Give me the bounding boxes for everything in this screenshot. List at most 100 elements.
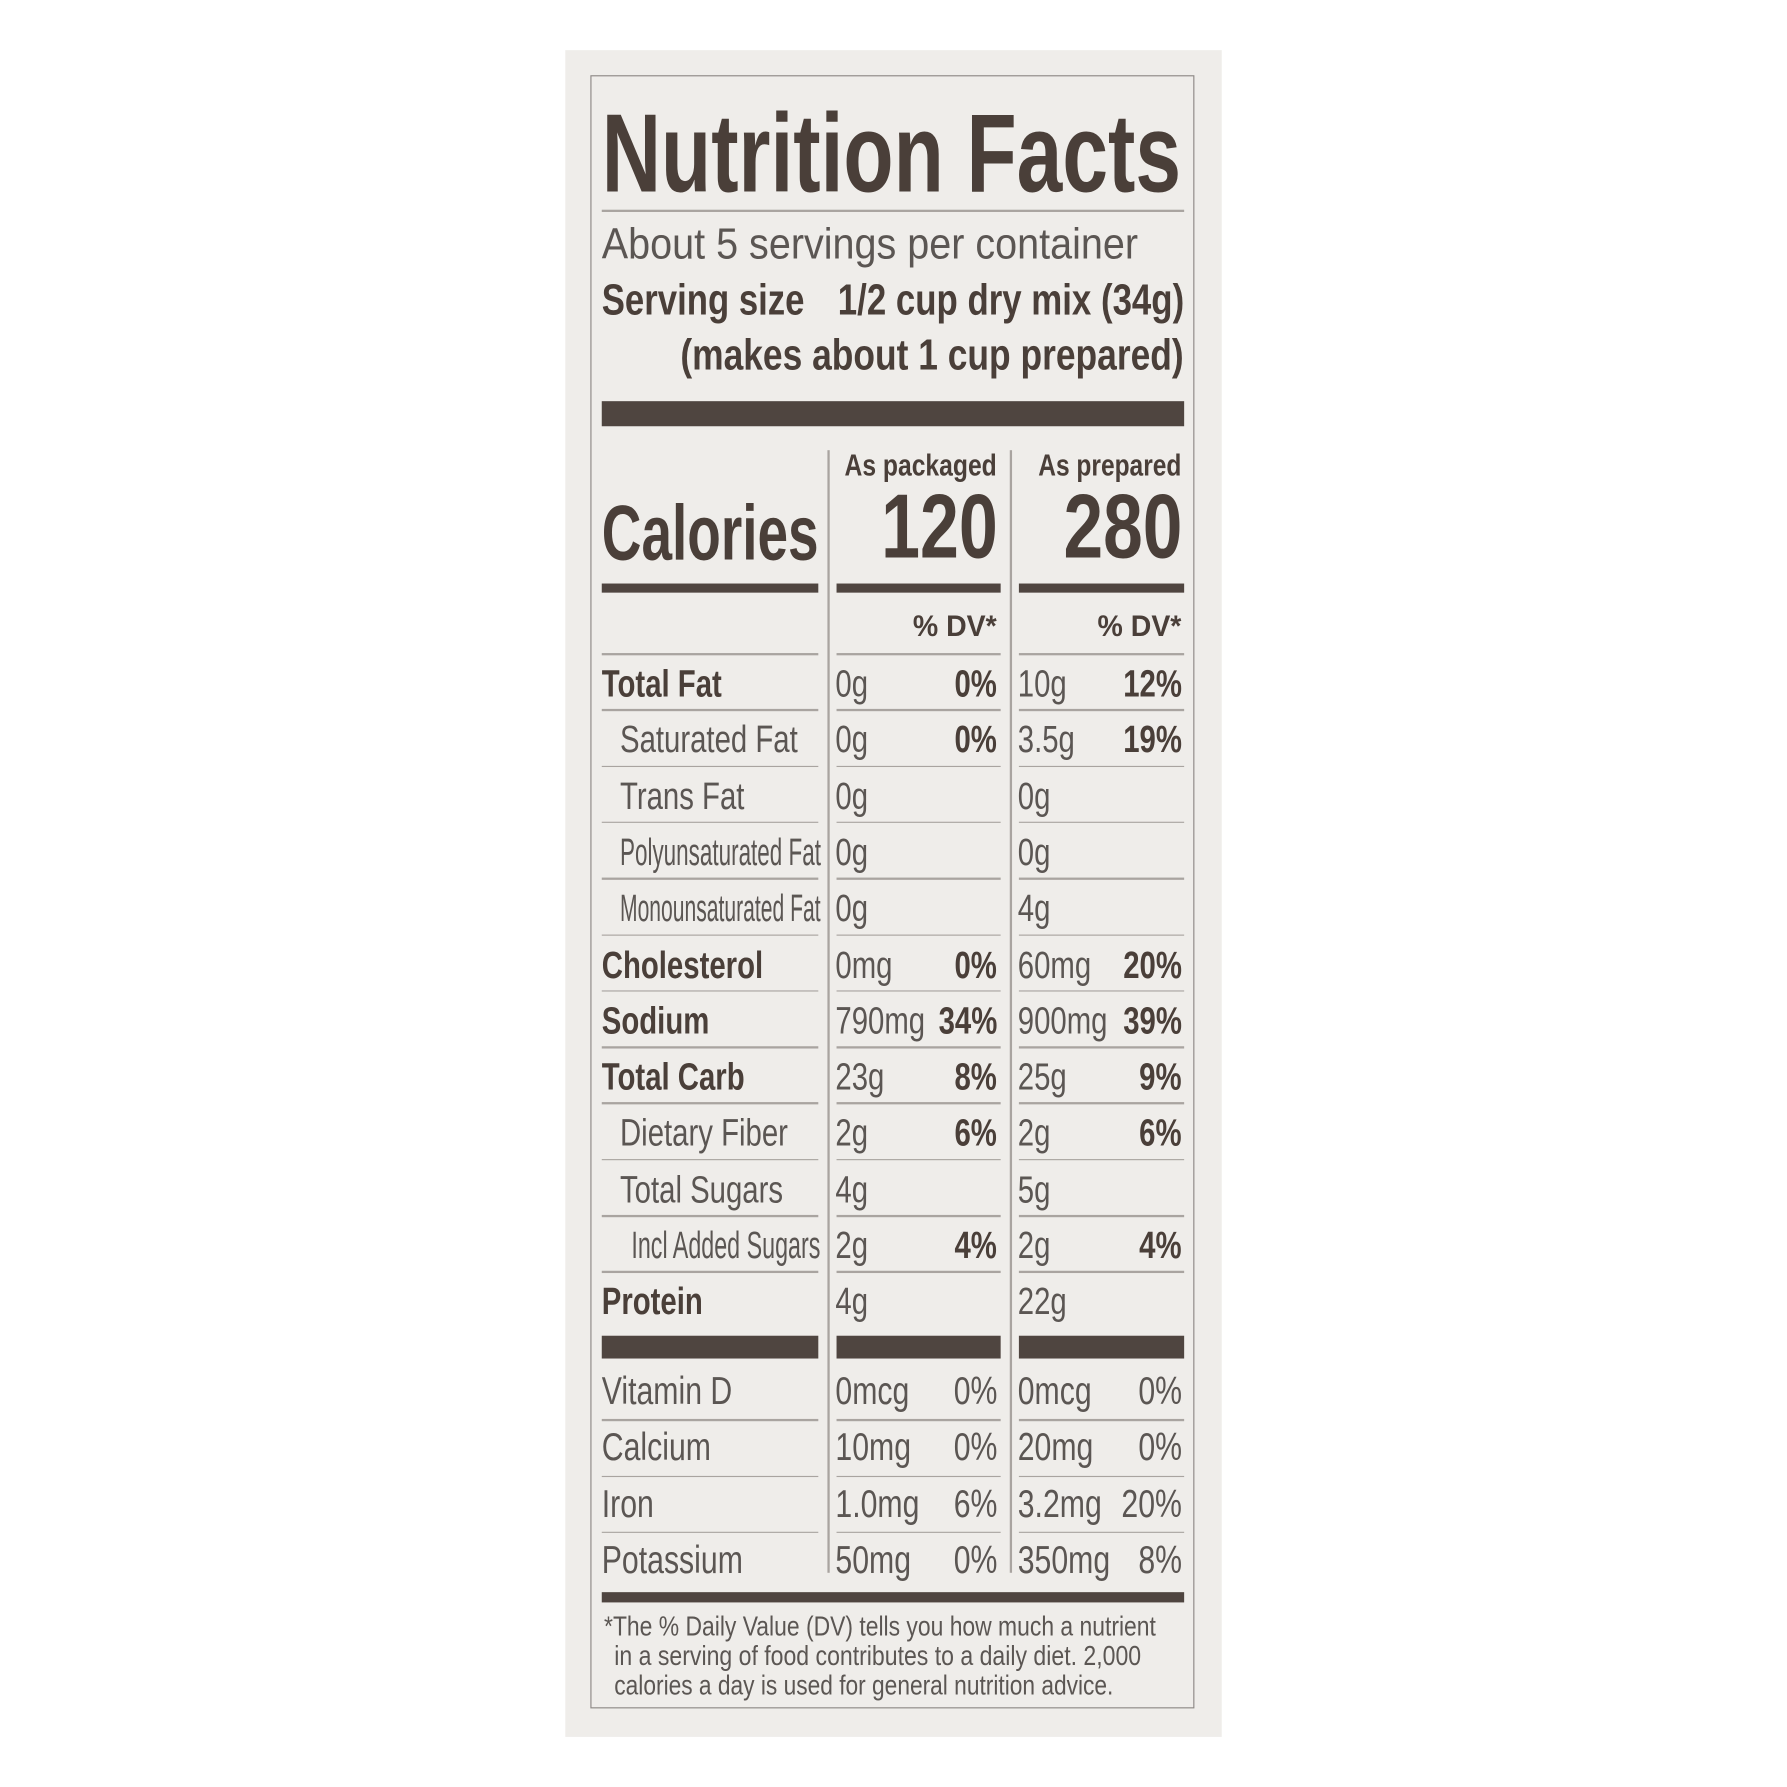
- packaged-dv: 0%: [954, 943, 998, 986]
- calories-packaged: 120: [880, 475, 998, 577]
- row-divider: [601, 1419, 819, 1421]
- prepared-amount: 2g: [1017, 1111, 1051, 1154]
- divider-bar: [1018, 1335, 1185, 1359]
- row-divider: [601, 653, 819, 655]
- serving-size-value: 1/2 cup dry mix (34g): [837, 276, 1185, 325]
- label-panel: [565, 50, 1222, 1737]
- vitamin-label: Vitamin D: [601, 1369, 733, 1414]
- calories-label: Calories: [601, 490, 819, 577]
- packaged-dv: 6%: [953, 1482, 998, 1526]
- prepared-dv: 12%: [1123, 662, 1182, 705]
- nutrient-label: Polyunsaturated Fat: [619, 830, 821, 873]
- prepared-dv: 0%: [1138, 1369, 1182, 1414]
- row-divider: [601, 1531, 819, 1534]
- row-divider: [836, 1214, 1001, 1217]
- row-divider: [836, 1158, 1001, 1161]
- footnote-line: in a serving of food contributes to a da…: [614, 1641, 1142, 1672]
- bottom-bar: [601, 1592, 1185, 1603]
- row-divider: [601, 1046, 819, 1049]
- row-divider: [601, 1271, 819, 1273]
- vitamin-label: Iron: [601, 1482, 654, 1526]
- row-divider: [836, 933, 1001, 936]
- prepared-amount: 5g: [1017, 1167, 1051, 1211]
- column-divider: [827, 450, 830, 1573]
- prepared-dv: 9%: [1139, 1055, 1182, 1098]
- packaged-amount: 23g: [835, 1055, 885, 1098]
- packaged-amount: 790mg: [835, 999, 926, 1042]
- row-divider: [1018, 990, 1185, 992]
- packaged-amount: 0g: [835, 662, 869, 705]
- prepared-amount: 3.5g: [1017, 718, 1075, 761]
- row-divider: [601, 1102, 819, 1105]
- row-divider: [1018, 1046, 1185, 1049]
- row-divider: [836, 653, 1001, 655]
- packaged-amount: 50mg: [835, 1538, 912, 1582]
- packaged-dv: 0%: [954, 718, 998, 761]
- nutrient-label: Trans Fat: [619, 774, 745, 817]
- packaged-dv: 0%: [953, 1426, 998, 1470]
- packaged-amount: 0g: [835, 830, 869, 873]
- packaged-dv: 0%: [954, 662, 998, 705]
- divider-bar: [1018, 583, 1185, 593]
- prepared-amount: 350mg: [1017, 1538, 1111, 1582]
- row-divider: [836, 877, 1001, 880]
- prepared-dv: 19%: [1123, 718, 1182, 761]
- prepared-amount: 4g: [1017, 886, 1051, 930]
- row-divider: [1018, 1102, 1185, 1105]
- prepared-amount: 10g: [1017, 662, 1067, 705]
- row-divider: [601, 1214, 819, 1217]
- serving-size-label: Serving size: [601, 276, 805, 325]
- row-divider: [601, 877, 819, 880]
- row-divider: [1018, 653, 1185, 655]
- footnote-line: *The % Daily Value (DV) tells you how mu…: [604, 1611, 1156, 1643]
- nutrient-label: Dietary Fiber: [619, 1111, 788, 1154]
- footnote-line: calories a day is used for general nutri…: [614, 1670, 1114, 1702]
- prepared-dv: 20%: [1121, 1482, 1182, 1526]
- prepared-amount: 0g: [1017, 830, 1051, 873]
- vitamin-label: Potassium: [601, 1538, 743, 1582]
- divider-bar: [601, 583, 819, 593]
- row-divider: [836, 1102, 1001, 1105]
- row-divider: [1018, 1419, 1185, 1421]
- row-divider: [1018, 933, 1185, 936]
- packaged-amount: 1.0mg: [835, 1482, 920, 1526]
- row-divider: [1018, 765, 1185, 768]
- prepared-dv: 20%: [1123, 943, 1182, 986]
- packaged-amount: 0mg: [835, 943, 893, 986]
- packaged-amount: 10mg: [835, 1426, 912, 1470]
- row-divider: [1018, 1214, 1185, 1217]
- nutrient-label: Total Carb: [601, 1055, 745, 1098]
- divider: [601, 209, 1185, 212]
- prepared-amount: 25g: [1017, 1055, 1067, 1098]
- nutrient-label: Total Fat: [601, 662, 722, 705]
- packaged-dv: 6%: [954, 1111, 998, 1154]
- column-divider: [1009, 450, 1012, 1573]
- nutrient-label: Monounsaturated Fat: [619, 886, 821, 930]
- row-divider: [836, 1419, 1001, 1421]
- nutrient-label: Incl Added Sugars: [631, 1224, 821, 1267]
- packaged-amount: 0g: [835, 774, 869, 817]
- prepared-dv: 39%: [1123, 999, 1182, 1042]
- prepared-amount: 0g: [1017, 774, 1051, 817]
- row-divider: [601, 1158, 819, 1161]
- row-divider: [1018, 877, 1185, 880]
- row-divider: [1018, 1271, 1185, 1273]
- row-divider: [1018, 1531, 1185, 1534]
- nutrient-label: Saturated Fat: [619, 718, 798, 761]
- prepared-amount: 2g: [1017, 1224, 1051, 1267]
- label-border: [590, 75, 1195, 1709]
- packaged-amount: 4g: [835, 1167, 869, 1211]
- calories-prepared: 280: [1062, 475, 1182, 577]
- dv-header-packaged: % DV*: [913, 608, 998, 643]
- vitamin-label: Calcium: [601, 1426, 711, 1470]
- row-divider: [836, 821, 1001, 824]
- nutrient-label: Sodium: [601, 999, 710, 1042]
- row-divider: [836, 709, 1001, 711]
- row-divider: [836, 1475, 1001, 1478]
- dv-header-prepared: % DV*: [1097, 608, 1182, 643]
- row-divider: [601, 709, 819, 711]
- title: Nutrition Facts: [601, 90, 1181, 216]
- packaged-amount: 4g: [835, 1280, 869, 1323]
- servings-per-container: About 5 servings per container: [601, 221, 1139, 269]
- thick-divider: [601, 401, 1185, 427]
